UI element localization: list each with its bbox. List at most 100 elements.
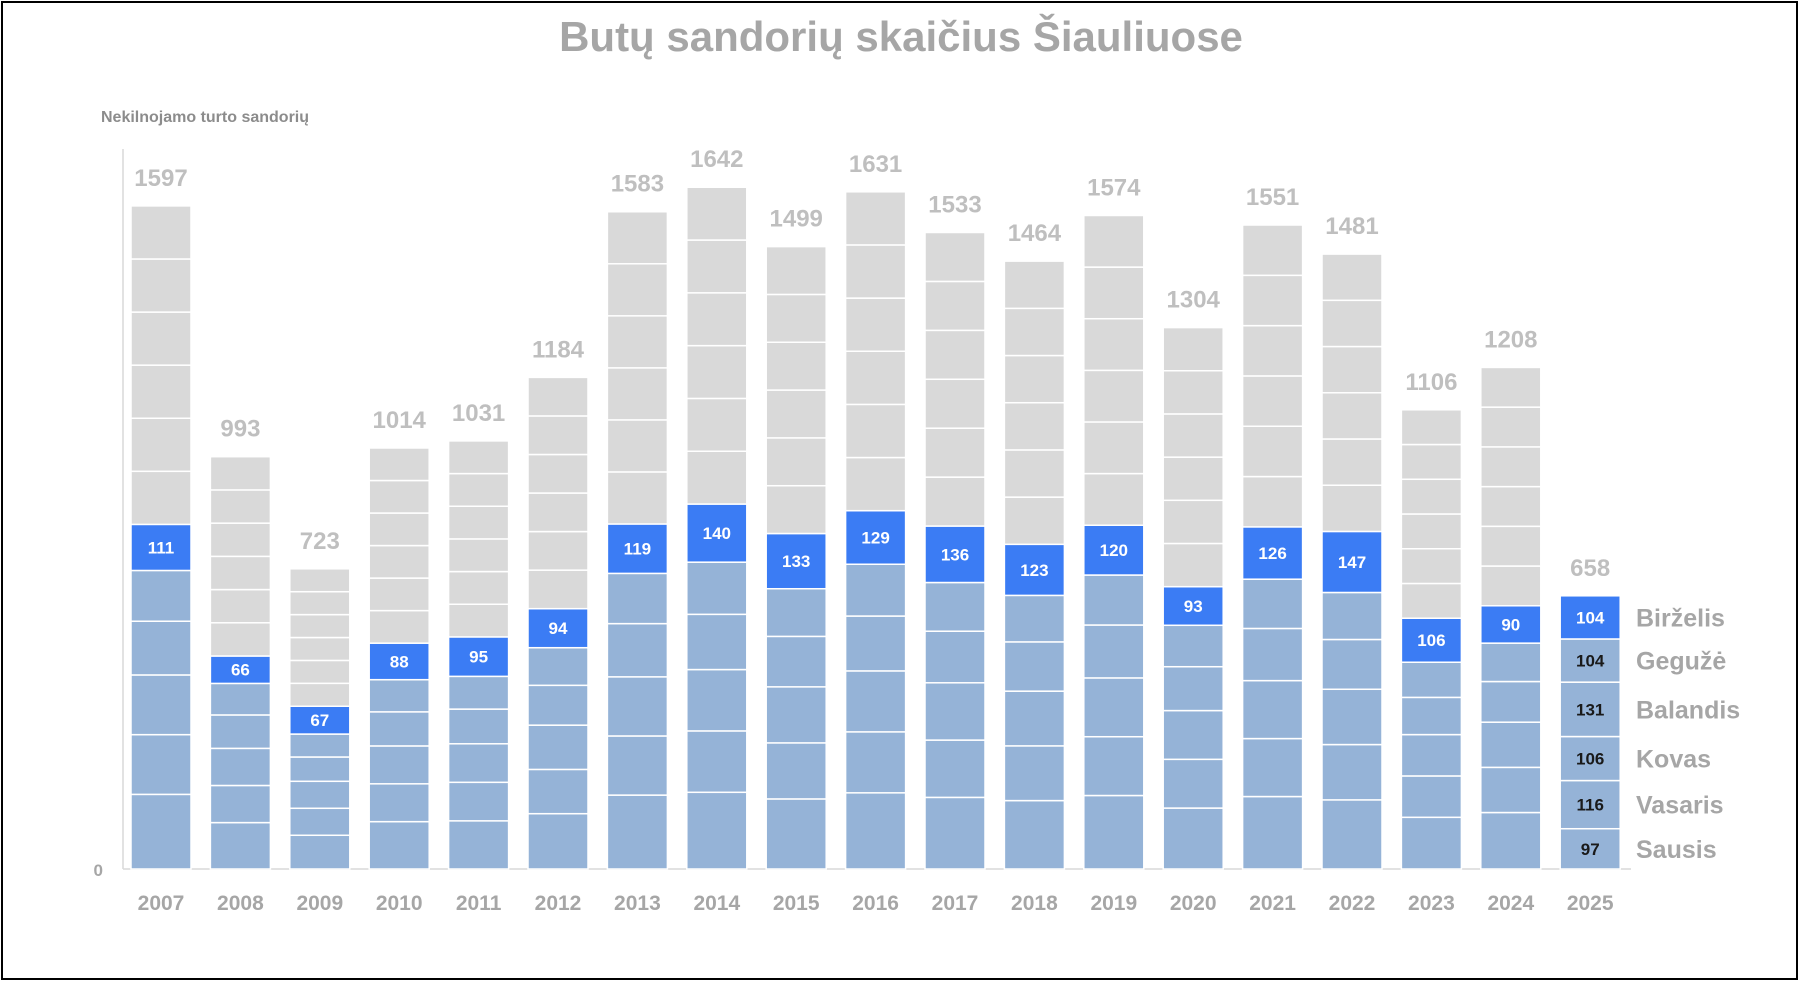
bar-segment <box>1400 443 1463 481</box>
bar-segment <box>1162 326 1224 372</box>
bar-segment <box>606 263 669 317</box>
bar-segment <box>1083 421 1145 475</box>
bar-segment <box>368 711 430 747</box>
bar-total-label: 1551 <box>1246 184 1299 211</box>
june-value-label: 140 <box>703 524 731 543</box>
bar-segment <box>686 613 748 671</box>
bar-segment <box>130 470 192 526</box>
bar-segment <box>844 615 907 672</box>
bar-segment <box>209 522 272 558</box>
bar-segment <box>1480 366 1542 408</box>
bar-segment <box>368 609 430 644</box>
bar-segment-june <box>1241 526 1304 580</box>
bar-segment <box>844 670 907 733</box>
x-tick-label: 2022 <box>1329 892 1376 915</box>
bar-segment <box>368 820 430 870</box>
june-value-label: 120 <box>1100 541 1128 560</box>
bar-segment <box>289 659 351 685</box>
bar-total-label: 1304 <box>1167 287 1221 314</box>
bar-segment-june <box>1400 617 1463 663</box>
bar-segment <box>1083 369 1145 423</box>
bar-segment <box>130 733 192 796</box>
bar-segment <box>1083 624 1145 679</box>
bar-segment <box>1003 594 1066 643</box>
bar-segment-june <box>130 523 192 572</box>
bar-segment-june <box>686 503 748 563</box>
segment-value-label: 116 <box>1576 796 1603 815</box>
june-value-label: 95 <box>469 648 488 667</box>
bar-segment <box>209 622 272 657</box>
bar-segment <box>1003 496 1066 546</box>
bar-segment <box>1400 816 1463 870</box>
segment-value-label: 97 <box>1581 840 1600 859</box>
bar-segment <box>447 675 510 710</box>
bar-segment <box>765 587 827 638</box>
bar-segment <box>686 450 748 505</box>
bar-segment <box>924 378 986 429</box>
bar-segment <box>1241 475 1304 528</box>
bar-total-label: 993 <box>220 416 260 443</box>
bar-segment <box>289 568 351 593</box>
bar-segment <box>1241 425 1304 478</box>
legend-month-label: Birželis <box>1636 604 1725 632</box>
bar-segment <box>1480 565 1542 607</box>
bar-segment <box>606 471 669 525</box>
bar-segment <box>527 376 589 417</box>
bar-segment-june <box>1083 524 1145 576</box>
bar-total-label: 1464 <box>1008 220 1062 247</box>
x-tick-label: 2020 <box>1170 892 1217 915</box>
bar-segment <box>1321 438 1383 486</box>
bar-segment <box>686 561 748 616</box>
bar-segment <box>1083 472 1145 526</box>
segment-value-label: 104 <box>1576 652 1605 671</box>
x-tick-label: 2015 <box>773 892 820 915</box>
bar-segment <box>1241 274 1304 327</box>
bar-segment <box>368 512 430 547</box>
bar-segment-june <box>606 523 669 575</box>
bar-segment <box>289 756 351 783</box>
bar-segment <box>924 329 986 381</box>
bar-segment <box>686 791 748 870</box>
bar-segment <box>1241 627 1304 682</box>
bar-segment <box>765 686 827 744</box>
x-tick-label: 2017 <box>932 892 979 915</box>
bar-segment <box>1480 680 1542 723</box>
bar-total-label: 1208 <box>1484 326 1537 353</box>
bar-segment <box>686 668 748 732</box>
bar-segment <box>527 453 589 494</box>
bar-segment <box>765 341 827 391</box>
bar-segment <box>527 724 589 771</box>
x-tick-label: 2010 <box>376 892 423 915</box>
bar-segment <box>447 570 510 605</box>
bar-segment <box>686 397 748 452</box>
bar-segment <box>1480 525 1542 567</box>
y-tick-zero: 0 <box>94 861 103 880</box>
june-value-label: 111 <box>148 538 175 557</box>
june-value-label: 119 <box>624 540 651 559</box>
bar-segment <box>289 780 351 810</box>
bar-segment <box>844 297 907 352</box>
bar-segment <box>924 682 986 741</box>
bar-segment <box>209 555 272 591</box>
bar-segment <box>765 293 827 343</box>
bar-segment <box>844 731 907 794</box>
bar-segment <box>289 636 351 662</box>
bar-total-label: 1631 <box>849 151 902 178</box>
bar-segment <box>1321 392 1383 440</box>
bar-segment <box>1480 642 1542 683</box>
bar-segment <box>368 479 430 514</box>
bar-segment <box>844 350 907 406</box>
bar-segment <box>1400 582 1463 619</box>
bar-segment <box>527 492 589 533</box>
bar-segment <box>1241 375 1304 428</box>
bar-segment <box>209 714 272 750</box>
bar-total-label: 723 <box>300 528 340 555</box>
bar-segment <box>1162 413 1224 458</box>
bar-segment <box>1241 578 1304 630</box>
bar-segment <box>209 455 272 491</box>
x-tick-label: 2014 <box>693 892 740 915</box>
x-tick-label: 2016 <box>852 892 899 915</box>
june-value-label: 126 <box>1258 544 1286 563</box>
bar-segment <box>130 620 192 676</box>
